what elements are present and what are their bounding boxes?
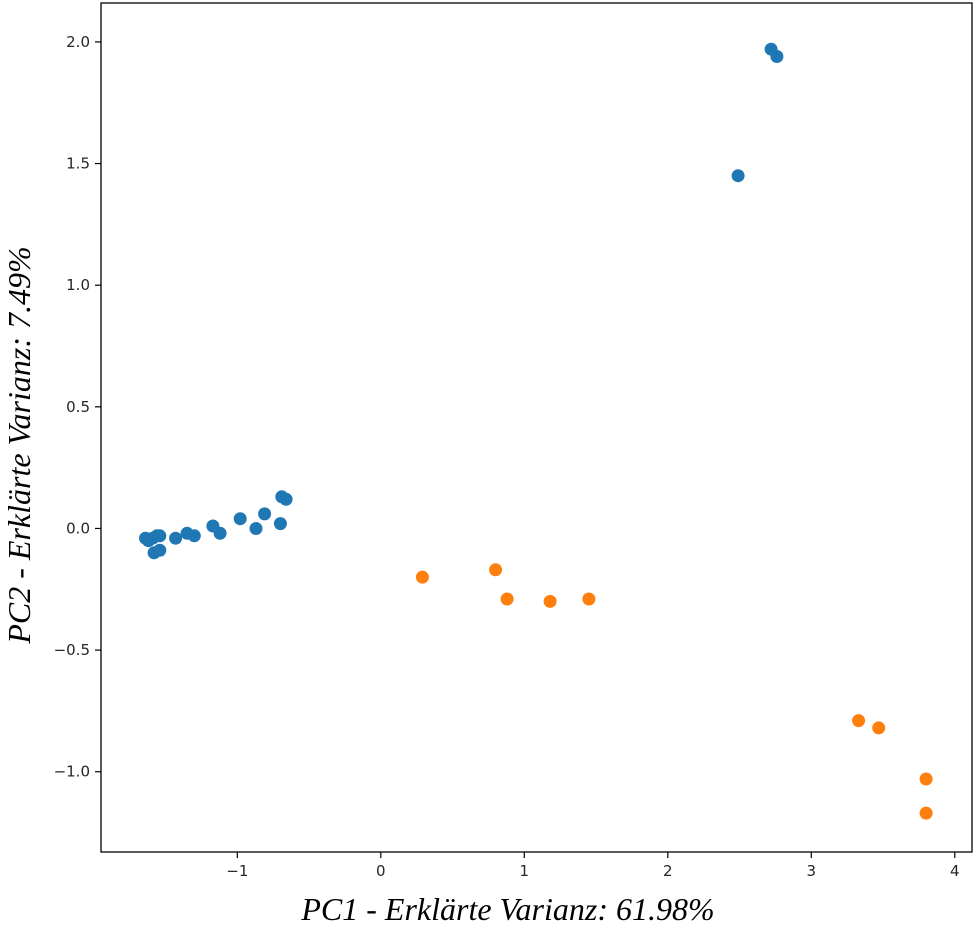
point-series-1-5 (153, 529, 167, 543)
x-tick-label: 4 (950, 862, 960, 880)
point-series-1-12 (213, 526, 227, 540)
point-series-1-15 (258, 507, 272, 521)
y-tick-label: 0.5 (66, 398, 90, 416)
x-axis-ticks: −1 0 1 2 3 4 (226, 852, 960, 880)
point-series-1-7 (153, 543, 167, 557)
point-series-2-1 (415, 570, 429, 584)
x-tick-label: 2 (663, 862, 673, 880)
point-series-2-8 (919, 772, 933, 786)
point-series-2-4 (543, 594, 557, 608)
y-axis-ticks: −1.0 −0.5 0.0 0.5 1.0 1.5 2.0 (54, 33, 101, 781)
point-series-2-5 (582, 592, 596, 606)
point-series-2-6 (852, 714, 866, 728)
x-tick-label: 0 (376, 862, 386, 880)
point-series-1-18 (279, 492, 293, 506)
point-series-1-19 (731, 169, 745, 183)
point-series-1-16 (273, 517, 287, 531)
y-tick-label: −0.5 (54, 641, 90, 659)
point-series-1-8 (169, 531, 183, 545)
point-series-1-13 (233, 512, 247, 526)
point-series-2-3 (500, 592, 514, 606)
x-axis-label: PC1 - Erklärte Varianz: 61.98% (300, 891, 714, 927)
y-tick-label: 2.0 (66, 33, 90, 51)
y-tick-label: 1.5 (66, 155, 90, 173)
x-tick-label: 3 (807, 862, 817, 880)
point-series-1-10 (187, 529, 201, 543)
x-tick-label: −1 (226, 862, 248, 880)
point-series-2-2 (489, 563, 503, 577)
plot-frame (100, 2, 973, 853)
y-tick-label: 0.0 (66, 519, 90, 537)
y-tick-label: 1.0 (66, 276, 90, 294)
y-axis-label: PC2 - Erklärte Varianz: 7.49% (1, 246, 37, 644)
point-series-1-14 (249, 522, 263, 535)
y-tick-label: −1.0 (54, 763, 90, 781)
data-points (139, 42, 933, 820)
x-tick-label: 1 (520, 862, 530, 880)
point-series-2-9 (919, 806, 933, 820)
point-series-1-21 (770, 50, 784, 63)
point-series-2-7 (872, 721, 886, 735)
